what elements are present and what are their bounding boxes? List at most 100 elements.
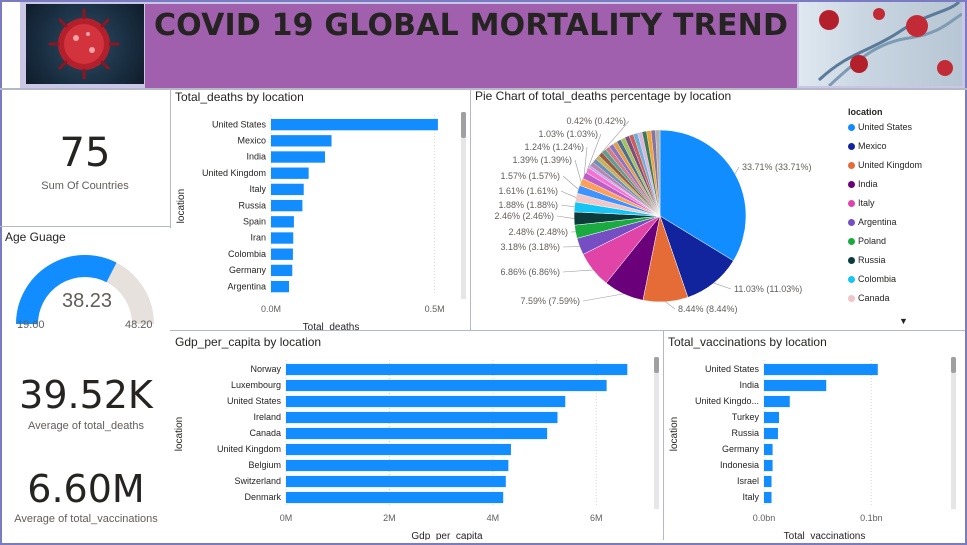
avg-vacc-label: Average of total_vaccinations [14,513,158,525]
gdp-scroll-thumb[interactable] [654,357,659,373]
bar[interactable] [271,183,304,196]
pie-data-label: 8.44% (8.44%) [678,304,738,314]
gauge-value: 38.23 [61,290,113,312]
pie-data-label: 7.59% (7.59%) [520,296,580,306]
bar[interactable] [286,427,548,440]
bar[interactable] [286,411,558,424]
category-label: Mexico [237,135,266,145]
legend-label: Russia [858,255,886,265]
bar[interactable] [764,411,780,424]
deaths-scroll-thumb[interactable] [461,112,466,138]
caret-down-icon[interactable]: ▼ [899,316,908,326]
pie-leader-line [582,293,624,302]
bar[interactable] [271,216,294,228]
deaths-chart-title: Total_deaths by location [175,90,304,104]
pie-data-label: 1.24% (1.24%) [524,142,584,152]
bar[interactable] [271,118,438,131]
category-label: United Kingdo... [695,396,759,406]
legend-item[interactable]: India [848,179,878,189]
bar[interactable] [286,395,566,408]
pie-leader-line [734,166,740,175]
bar[interactable] [271,167,309,179]
bar[interactable] [271,248,293,260]
legend-swatch [848,295,855,303]
legend-item[interactable]: Argentina [848,217,897,227]
category-label: United States [705,364,760,374]
category-label: Spain [243,216,266,226]
bar[interactable] [271,264,293,277]
category-label: Switzerland [234,476,281,486]
virus-image-icon [26,4,144,84]
legend-swatch [848,200,855,208]
category-label: Germany [722,444,760,454]
bar[interactable] [286,443,511,456]
bar[interactable] [764,475,772,488]
gdp-scrollbar[interactable] [654,357,659,509]
y-axis-label: location [176,189,187,223]
bar[interactable] [286,459,509,472]
pie-leader-line [562,269,594,273]
category-label: Canada [249,428,281,438]
legend-swatch [848,143,855,151]
legend-label: United States [858,122,913,132]
category-label: Russia [731,428,759,438]
pie-leader-line [583,146,588,176]
category-label: Turkey [732,412,760,422]
legend-label: Poland [858,236,887,246]
bar[interactable] [286,475,506,488]
category-label: Russia [238,200,266,210]
bar[interactable] [764,395,790,408]
bar[interactable] [271,199,303,212]
pie-data-label: 1.03% (1.03%) [538,129,598,139]
legend-item[interactable]: Colombia [848,274,896,284]
bar[interactable] [764,379,827,392]
bar[interactable] [764,427,778,440]
legend-item[interactable]: Poland [848,236,886,246]
x-axis-label: Total_deaths [303,322,360,330]
legend-item[interactable]: Mexico [848,141,887,151]
card-divider [0,226,171,227]
gauge-min: 19.60 [17,319,45,331]
x-tick-label: 2M [383,513,396,523]
y-axis-label: location [174,417,185,451]
pie-slice[interactable] [655,129,661,217]
card-divider-v [170,90,171,228]
legend-item[interactable]: Italy [848,198,875,208]
x-axis-label: Total_vaccinations [784,531,866,540]
pie-leader-line [589,120,630,168]
bar[interactable] [271,280,289,293]
x-tick-label: 0M [280,513,293,523]
bar[interactable] [286,379,607,392]
bar[interactable] [271,232,294,244]
vacc-scroll-thumb[interactable] [951,357,956,373]
bar[interactable] [286,363,628,376]
legend-item[interactable]: Canada [848,293,890,303]
deaths-bar-chart: 0.0M 0.5M United States Mexico India United K… [176,115,445,330]
category-label: Luxembourg [231,380,281,390]
pie-data-label: 0.42% (0.42%) [566,116,626,126]
bar[interactable] [764,443,773,456]
pie-slice[interactable] [659,129,747,262]
legend-item[interactable]: Russia [848,255,886,265]
pie-data-label: 1.57% (1.57%) [500,171,560,181]
bar[interactable] [764,459,773,472]
bar[interactable] [764,491,772,504]
bar[interactable] [286,491,504,504]
legend-item[interactable]: United States [848,122,912,132]
gauge-title: Age Guage [5,230,66,244]
vacc-scrollbar[interactable] [951,357,956,509]
pie-data-label: 3.18% (3.18%) [500,242,560,252]
bar[interactable] [764,363,878,376]
pie-leader-line [562,175,579,190]
bar[interactable] [271,135,332,147]
legend-item[interactable]: United Kingdom [848,160,922,170]
category-label: United Kingdom [202,168,266,178]
category-label: United Kingdom [217,444,281,454]
deaths-scrollbar[interactable] [461,112,466,299]
legend-label: Canada [858,293,890,303]
gdp-bar-chart: 0M 2M 4M 6M Norway Luxembourg United States Ire… [174,360,628,540]
pie-leader-line [556,215,575,219]
bar[interactable] [271,151,325,163]
title-band [145,4,797,88]
category-label: Norway [250,364,281,374]
